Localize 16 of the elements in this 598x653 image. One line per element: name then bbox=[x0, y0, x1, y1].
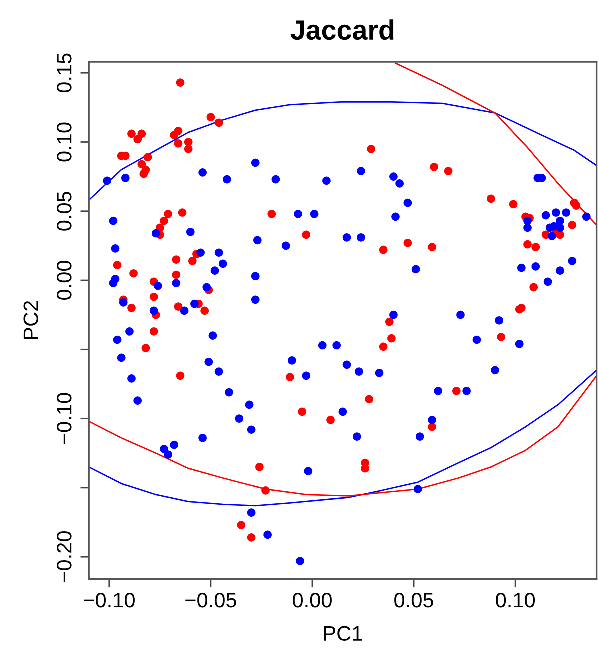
x-tick-label: −0.10 bbox=[84, 592, 135, 608]
y-tick-label: 0.15 bbox=[57, 54, 72, 93]
y-tick-label: 0.05 bbox=[57, 192, 72, 231]
y-tick-label: −0.10 bbox=[57, 393, 72, 444]
x-tick-label: 0.05 bbox=[394, 592, 434, 608]
line-series bbox=[89, 101, 597, 202]
chart-title: Jaccard bbox=[290, 20, 394, 40]
y-tick-label: 0.00 bbox=[57, 261, 72, 300]
y-tick-label: 0.10 bbox=[57, 122, 72, 162]
x-tick-label: 0.10 bbox=[496, 592, 536, 608]
line-series bbox=[395, 62, 597, 226]
x-axis-title: PC1 bbox=[324, 626, 362, 642]
x-tick-label: −0.05 bbox=[186, 592, 236, 608]
y-tick-label: −0.20 bbox=[57, 532, 72, 582]
x-tick-label: 0.00 bbox=[293, 592, 332, 608]
y-axis-title: PC2 bbox=[24, 301, 38, 340]
